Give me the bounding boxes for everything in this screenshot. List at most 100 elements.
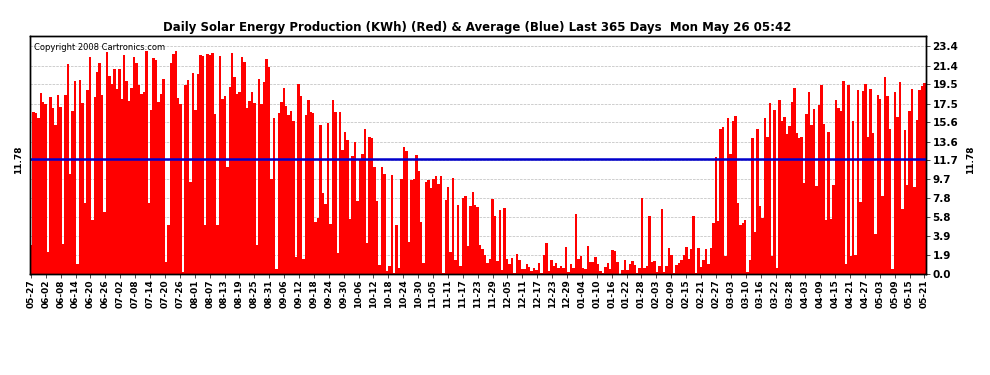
Bar (103, 212, 106, 274)
Bar (518, 260, 521, 274)
Bar (791, 102, 793, 274)
Bar (111, 84, 113, 274)
Bar (366, 243, 368, 274)
Bar (69, 174, 71, 274)
Bar (32, 112, 35, 274)
Bar (665, 266, 668, 274)
Bar (177, 98, 179, 274)
Bar (187, 80, 189, 274)
Bar (484, 255, 486, 274)
Bar (599, 270, 602, 274)
Bar (295, 257, 297, 274)
Bar (602, 273, 604, 274)
Bar (45, 104, 47, 274)
Bar (277, 113, 280, 274)
Bar (587, 246, 589, 274)
Bar (740, 225, 742, 274)
Bar (516, 254, 518, 274)
Bar (513, 273, 516, 274)
Bar (192, 73, 194, 274)
Bar (248, 100, 250, 274)
Bar (712, 223, 715, 274)
Bar (531, 272, 533, 274)
Bar (368, 137, 371, 274)
Bar (763, 118, 766, 274)
Bar (663, 272, 665, 274)
Bar (476, 207, 479, 274)
Bar (494, 216, 496, 274)
Bar (562, 268, 565, 274)
Bar (607, 262, 609, 274)
Bar (582, 268, 584, 274)
Bar (275, 269, 277, 274)
Bar (815, 186, 818, 274)
Bar (744, 220, 746, 274)
Bar (71, 111, 74, 274)
Bar (852, 121, 854, 274)
Bar (226, 166, 229, 274)
Bar (234, 77, 236, 274)
Bar (376, 201, 378, 274)
Bar (244, 62, 246, 274)
Bar (138, 85, 141, 274)
Bar (141, 94, 143, 274)
Bar (371, 138, 373, 274)
Bar (501, 270, 504, 274)
Bar (594, 257, 597, 274)
Bar (337, 253, 339, 274)
Bar (287, 116, 290, 274)
Bar (199, 56, 202, 274)
Bar (40, 93, 42, 274)
Bar (557, 268, 560, 274)
Bar (285, 106, 287, 274)
Bar (597, 264, 599, 274)
Bar (459, 267, 461, 274)
Bar (302, 259, 305, 274)
Bar (425, 182, 428, 274)
Bar (361, 154, 363, 274)
Bar (894, 93, 896, 274)
Bar (378, 266, 381, 274)
Bar (76, 264, 79, 274)
Bar (896, 117, 899, 274)
Bar (818, 105, 820, 274)
Text: 11.78: 11.78 (15, 145, 24, 174)
Bar (592, 262, 594, 274)
Bar (169, 63, 172, 274)
Bar (793, 88, 796, 274)
Bar (344, 132, 346, 274)
Bar (725, 256, 727, 274)
Bar (678, 263, 680, 274)
Bar (680, 261, 683, 274)
Bar (547, 271, 550, 274)
Bar (224, 96, 226, 274)
Bar (871, 134, 874, 274)
Bar (342, 150, 344, 274)
Bar (622, 270, 624, 274)
Bar (152, 58, 154, 274)
Bar (106, 52, 108, 274)
Bar (59, 107, 61, 274)
Bar (768, 103, 771, 274)
Bar (550, 260, 552, 274)
Bar (128, 101, 131, 274)
Bar (801, 136, 803, 274)
Bar (555, 263, 557, 274)
Bar (405, 152, 408, 274)
Bar (766, 137, 768, 274)
Bar (270, 178, 272, 274)
Bar (229, 87, 231, 274)
Bar (216, 225, 219, 274)
Bar (683, 255, 685, 274)
Bar (456, 205, 459, 274)
Bar (673, 273, 675, 274)
Bar (753, 231, 756, 274)
Bar (61, 244, 64, 274)
Bar (631, 261, 634, 274)
Bar (840, 111, 842, 274)
Bar (838, 108, 840, 274)
Bar (715, 157, 717, 274)
Bar (202, 56, 204, 274)
Bar (272, 118, 275, 274)
Bar (830, 219, 833, 274)
